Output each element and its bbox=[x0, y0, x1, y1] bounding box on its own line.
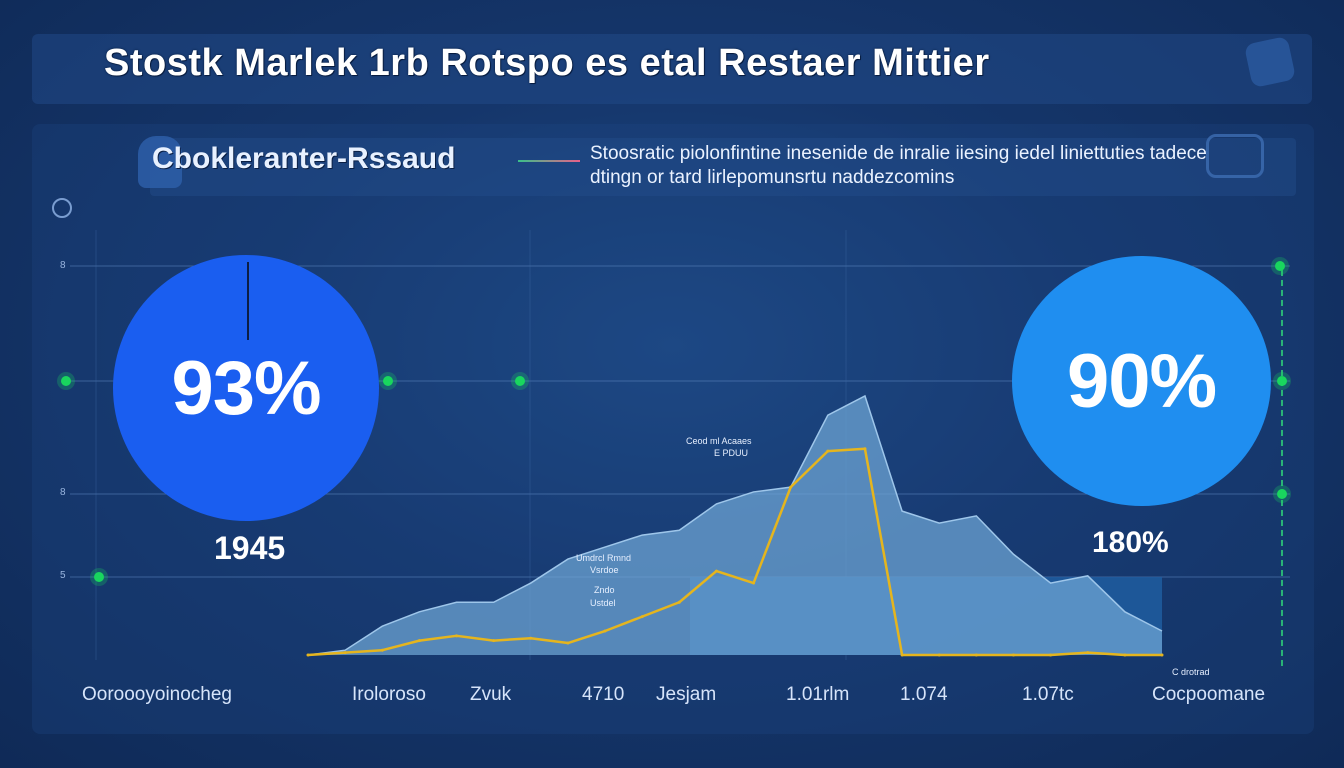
kpi-right-percent: 90% bbox=[1066, 338, 1217, 424]
x-tick-label: Zvuk bbox=[470, 684, 512, 705]
kpi-left-value: 1945 bbox=[214, 530, 286, 566]
series-point bbox=[306, 653, 310, 657]
page-title: Stostk Marlek 1rb Rotspo es etal Restaer… bbox=[104, 42, 990, 84]
series-point bbox=[566, 641, 570, 645]
series-point bbox=[1160, 653, 1164, 657]
kpi-circle-right: 90% bbox=[1012, 256, 1271, 506]
series-point bbox=[529, 636, 533, 640]
series-point bbox=[937, 653, 941, 657]
chart-description: Stoosratic piolonfintine inesenide de in… bbox=[590, 143, 1207, 188]
series-point bbox=[640, 615, 644, 619]
marker-dot bbox=[61, 376, 71, 386]
series-point bbox=[1011, 653, 1015, 657]
chart-annotation: Ceod ml Acaaes bbox=[686, 436, 752, 446]
series-line bbox=[307, 447, 1162, 657]
series-point bbox=[603, 629, 607, 633]
series-point bbox=[826, 449, 830, 453]
series-point bbox=[455, 634, 459, 638]
gauge-needle bbox=[247, 262, 249, 340]
series-point bbox=[1086, 651, 1090, 655]
series-outline bbox=[307, 394, 1163, 656]
marker-dot bbox=[1277, 489, 1287, 499]
series-point bbox=[380, 648, 384, 652]
series-point bbox=[1123, 653, 1127, 657]
gear-tool-icon bbox=[1206, 134, 1264, 178]
y-tick-label: 8 bbox=[60, 487, 66, 498]
marker-dot bbox=[383, 376, 393, 386]
chart-annotation: E PDUU bbox=[714, 448, 749, 458]
series-point bbox=[492, 639, 496, 643]
x-tick-label: Jesjam bbox=[656, 684, 717, 705]
series-point bbox=[714, 569, 718, 573]
ring-icon[interactable] bbox=[52, 198, 72, 218]
chart-annotation: Umdrcl Rmnd bbox=[576, 553, 632, 563]
marker-dot bbox=[94, 572, 104, 582]
marker-dot bbox=[1275, 261, 1285, 271]
kpi-right-value: 180% bbox=[1092, 526, 1169, 559]
subheader-bar bbox=[150, 138, 1296, 196]
kpi-circle-left: 93% bbox=[113, 255, 379, 521]
chart-annotation: Vsrdoe bbox=[590, 565, 619, 575]
x-tick-label: 1.07tc bbox=[1022, 684, 1074, 705]
chart-annotation: C drotrad bbox=[1172, 667, 1210, 677]
y-tick-label: 5 bbox=[60, 570, 66, 581]
chart-annotation: Ustdel bbox=[590, 598, 616, 608]
kpi-left-percent: 93% bbox=[171, 345, 321, 431]
series-point bbox=[863, 447, 867, 451]
marker-dot bbox=[515, 376, 525, 386]
series-point bbox=[789, 485, 793, 489]
title-bar bbox=[32, 34, 1312, 104]
x-tick-label: 1.01rlm bbox=[786, 684, 850, 705]
y-tick-label: 8 bbox=[60, 260, 66, 271]
x-tick-label: 4710 bbox=[582, 684, 625, 705]
chart-areas bbox=[306, 394, 1164, 657]
x-tick-label: Iroloroso bbox=[352, 684, 426, 705]
series-point bbox=[1049, 653, 1053, 657]
helmet-icon bbox=[138, 136, 182, 188]
series-point bbox=[677, 600, 681, 604]
marker-dot bbox=[1277, 376, 1287, 386]
series-point bbox=[974, 653, 978, 657]
series-point bbox=[752, 581, 756, 585]
heading-divider bbox=[518, 160, 580, 162]
series-point bbox=[900, 653, 904, 657]
series-area bbox=[308, 396, 1162, 655]
series-point bbox=[343, 651, 347, 655]
x-tick-label: Cocpoomane bbox=[1152, 684, 1266, 705]
series-point bbox=[417, 639, 421, 643]
x-tick-label: Ooroooyoinocheg bbox=[82, 684, 232, 705]
x-tick-label: 1.074 bbox=[900, 684, 948, 705]
chart-markers bbox=[57, 257, 1291, 586]
chart-heading: Cbokleranter-Rssaud bbox=[152, 142, 456, 175]
chart-annotation: Zndo bbox=[594, 585, 615, 595]
